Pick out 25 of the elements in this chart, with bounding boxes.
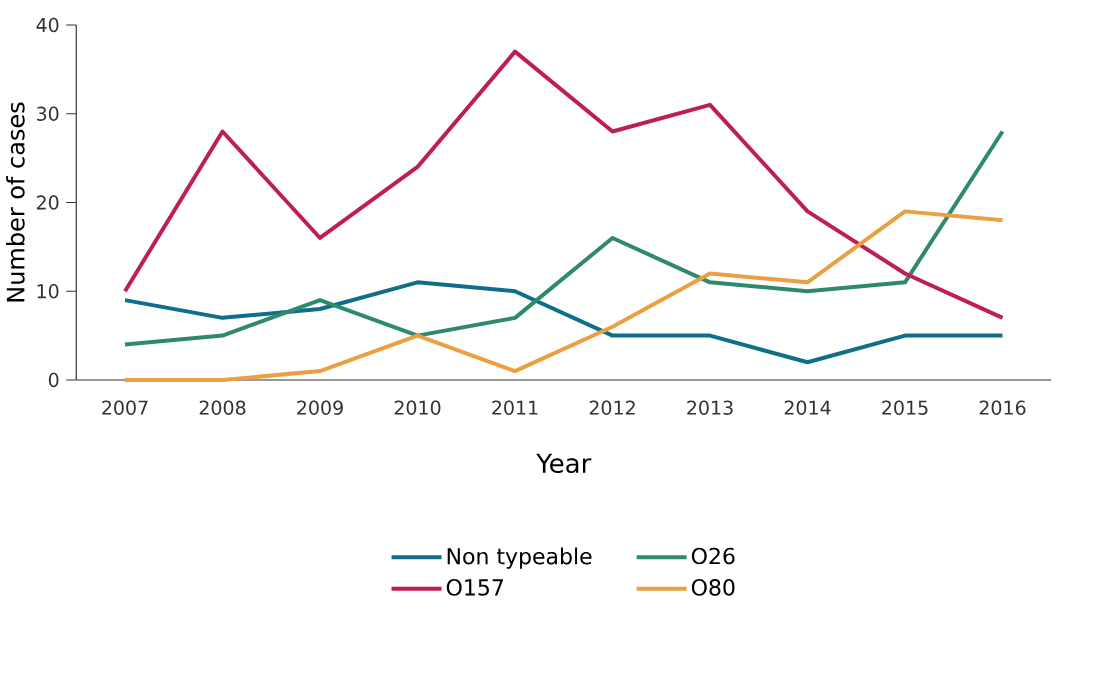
y-tick-label: 0 [48,372,59,388]
x-axis-title: Year [536,453,592,474]
line-series [123,129,1005,347]
x-tick-label: 2013 [687,400,733,415]
y-tick-label: 10 [37,284,59,299]
y-tick-label: 30 [36,106,59,121]
legend-label: O157 [446,579,503,596]
line-series [123,280,1005,365]
x-tick-label: 2010 [394,400,441,415]
x-tick-label: 2007 [102,400,148,415]
x-tick-label: 2011 [492,400,538,415]
x-tick-label: 2015 [882,400,928,415]
x-tick-label: 2009 [297,400,343,415]
legend-label: O26 [691,547,735,565]
x-tick-label: 2014 [784,400,831,415]
y-tick-label: 40 [36,17,59,33]
line-series [123,209,1005,382]
y-axis-title: Number of cases [6,102,25,302]
legend-label: O80 [691,579,735,596]
legend-label: Non typeable [447,547,592,569]
line-series [123,49,1005,320]
y-tick-label: 20 [36,195,59,210]
x-tick-label: 2008 [199,400,246,415]
x-tick-label: 2016 [979,400,1026,415]
x-tick-label: 2012 [589,400,635,415]
